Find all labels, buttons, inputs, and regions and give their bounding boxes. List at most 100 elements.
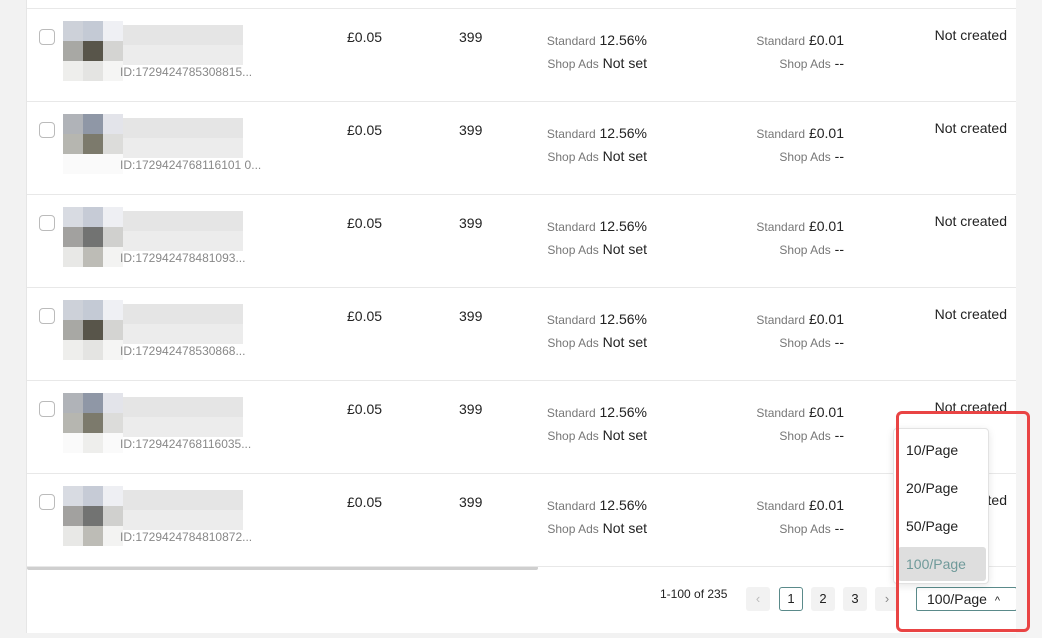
commission-ads-label: Shop Ads	[547, 150, 599, 164]
product-stock: 399	[459, 215, 483, 231]
product-name-blurred	[123, 25, 243, 65]
fee-cell: Standard £0.01 Shop Ads --	[707, 122, 844, 168]
product-price: £0.05	[347, 122, 383, 138]
table-row: ID:1729424768116035... £0.05 399 Standar…	[27, 380, 1017, 473]
fee-ads-value: --	[834, 55, 844, 71]
commission-ads-value: Not set	[602, 334, 647, 350]
product-id: ID:172942478530868...	[120, 344, 246, 358]
row-checkbox[interactable]	[39, 308, 55, 324]
fee-cell: Standard £0.01 Shop Ads --	[707, 308, 844, 354]
commission-standard-label: Standard	[546, 34, 596, 48]
commission-ads-label: Shop Ads	[547, 429, 599, 443]
page-size-option-50[interactable]: 50/Page	[906, 518, 959, 534]
fee-standard-label: Standard	[756, 127, 806, 141]
fee-ads-value: --	[834, 241, 844, 257]
fee-cell: Standard £0.01 Shop Ads --	[707, 494, 844, 540]
product-id: ID:172942478481093...	[120, 251, 246, 265]
page-size-dropdown: 10/Page 20/Page 50/Page 100/Page	[893, 428, 989, 584]
commission-ads-label: Shop Ads	[547, 336, 599, 350]
product-price: £0.05	[347, 308, 383, 324]
fee-cell: Standard £0.01 Shop Ads --	[707, 401, 844, 447]
row-checkbox[interactable]	[39, 122, 55, 138]
fee-ads-value: --	[834, 427, 844, 443]
product-price: £0.05	[347, 215, 383, 231]
product-name-blurred	[123, 490, 243, 530]
product-name-blurred	[123, 397, 243, 437]
ad-status: Not created	[934, 27, 1007, 43]
commission-cell: Standard 12.56% Shop Ads Not set	[507, 308, 647, 354]
next-page-button[interactable]: ›	[875, 587, 899, 611]
commission-cell: Standard 12.56% Shop Ads Not set	[507, 122, 647, 168]
product-id: ID:1729424768116035...	[120, 437, 252, 451]
commission-ads-label: Shop Ads	[547, 57, 599, 71]
fee-ads-value: --	[834, 520, 844, 536]
horizontal-scrollbar[interactable]	[27, 566, 538, 570]
row-checkbox[interactable]	[39, 401, 55, 417]
product-id: ID:1729424785308815...	[120, 65, 253, 79]
fee-standard-label: Standard	[756, 313, 806, 327]
product-price: £0.05	[347, 29, 383, 45]
page-size-option-20[interactable]: 20/Page	[906, 480, 959, 496]
commission-standard-label: Standard	[546, 220, 596, 234]
product-price: £0.05	[347, 494, 383, 510]
product-thumbnail	[63, 207, 123, 267]
fee-standard-value: £0.01	[808, 125, 844, 141]
product-thumbnail	[63, 21, 123, 81]
product-stock: 399	[459, 308, 483, 324]
fee-standard-value: £0.01	[808, 497, 844, 513]
fee-standard-label: Standard	[756, 406, 806, 420]
product-thumbnail	[63, 114, 123, 174]
commission-standard-value: 12.56%	[599, 497, 647, 513]
row-checkbox[interactable]	[39, 29, 55, 45]
commission-standard-value: 12.56%	[599, 404, 647, 420]
product-name-blurred	[123, 304, 243, 344]
fee-ads-label: Shop Ads	[779, 429, 831, 443]
ad-status: Not created	[934, 120, 1007, 136]
commission-standard-label: Standard	[546, 406, 596, 420]
commission-standard-label: Standard	[546, 127, 596, 141]
page-1-button[interactable]: 1	[779, 587, 803, 611]
table-row: ID:172942478530868... £0.05 399 Standard…	[27, 287, 1017, 380]
product-stock: 399	[459, 494, 483, 510]
commission-cell: Standard 12.56% Shop Ads Not set	[507, 494, 647, 540]
fee-ads-label: Shop Ads	[779, 243, 831, 257]
table-row: ID:1729424784810872... £0.05 399 Standar…	[27, 473, 1017, 566]
product-thumbnail	[63, 393, 123, 453]
product-id: ID:1729424784810872...	[120, 530, 253, 544]
page-2-button[interactable]: 2	[811, 587, 835, 611]
product-stock: 399	[459, 122, 483, 138]
page-size-value: 100/Page	[927, 591, 987, 607]
page-size-option-100[interactable]: 100/Page	[898, 547, 986, 581]
fee-ads-value: --	[834, 334, 844, 350]
commission-ads-value: Not set	[602, 520, 647, 536]
fee-standard-value: £0.01	[808, 311, 844, 327]
commission-ads-label: Shop Ads	[547, 243, 599, 257]
table-bottom-border	[27, 566, 1017, 567]
commission-standard-value: 12.56%	[599, 32, 647, 48]
ad-status: Not created	[934, 213, 1007, 229]
row-checkbox[interactable]	[39, 215, 55, 231]
commission-standard-value: 12.56%	[599, 311, 647, 327]
commission-ads-label: Shop Ads	[547, 522, 599, 536]
row-checkbox[interactable]	[39, 494, 55, 510]
fee-standard-label: Standard	[756, 220, 806, 234]
product-id: ID:1729424768116101 0...	[120, 158, 262, 172]
prev-page-button[interactable]: ‹	[746, 587, 770, 611]
commission-ads-value: Not set	[602, 427, 647, 443]
product-stock: 399	[459, 29, 483, 45]
fee-standard-value: £0.01	[808, 404, 844, 420]
page-3-button[interactable]: 3	[843, 587, 867, 611]
commission-cell: Standard 12.56% Shop Ads Not set	[507, 215, 647, 261]
commission-standard-label: Standard	[546, 313, 596, 327]
product-name-blurred	[123, 118, 243, 158]
commission-ads-value: Not set	[602, 55, 647, 71]
fee-ads-label: Shop Ads	[779, 336, 831, 350]
product-thumbnail	[63, 486, 123, 546]
page-size-option-10[interactable]: 10/Page	[906, 442, 959, 458]
commission-standard-value: 12.56%	[599, 125, 647, 141]
fee-standard-value: £0.01	[808, 218, 844, 234]
commission-standard-value: 12.56%	[599, 218, 647, 234]
fee-standard-label: Standard	[756, 34, 806, 48]
chevron-up-icon: ^	[994, 595, 1001, 607]
product-stock: 399	[459, 401, 483, 417]
